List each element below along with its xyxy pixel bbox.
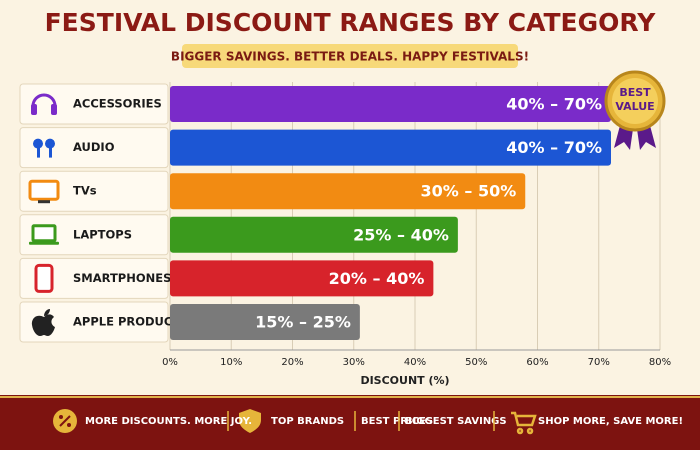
subtitle: BIGGER SAVINGS. BETTER DEALS. HAPPY FEST… xyxy=(171,50,529,64)
category-panel xyxy=(19,127,169,169)
footer-text: TOP BRANDS xyxy=(271,416,344,427)
category-icon xyxy=(31,93,57,115)
badge-inner xyxy=(612,78,658,124)
x-axis-label: DISCOUNT (%) xyxy=(360,374,449,387)
x-tick-label: 10% xyxy=(220,357,242,368)
icon-part xyxy=(28,179,60,201)
value-label: 25% – 40% xyxy=(353,225,449,244)
bar xyxy=(170,86,611,122)
bar xyxy=(170,304,360,340)
icon-part xyxy=(45,138,55,149)
x-tick-label: 50% xyxy=(465,357,487,368)
x-tick-label: 80% xyxy=(649,357,671,368)
icon-part xyxy=(31,224,57,243)
category-icon xyxy=(31,309,55,336)
y-tick-label: LAPTOPS xyxy=(73,227,132,241)
badge-text: VALUE xyxy=(615,100,654,113)
icon-part xyxy=(31,93,57,107)
footer-icon xyxy=(67,423,71,427)
category-icon xyxy=(33,138,55,158)
icon-part xyxy=(49,147,52,158)
badge-text: BEST xyxy=(619,86,651,99)
value-label: 30% – 50% xyxy=(421,182,517,201)
y-tick-label: ACCESSORIES xyxy=(73,97,162,111)
chart-title: FESTIVAL DISCOUNT RANGES BY CATEGORY xyxy=(45,8,657,37)
category-icon xyxy=(34,263,54,293)
icon-part xyxy=(51,104,57,115)
icon-part xyxy=(33,138,43,149)
subtitle-banner xyxy=(182,44,518,68)
icon-part xyxy=(29,241,59,245)
icon-part xyxy=(44,309,50,316)
y-tick-label: TVs xyxy=(73,184,97,198)
icon-part xyxy=(34,263,54,293)
footer-icon xyxy=(511,411,537,435)
footer-text: SHOP MORE, SAVE MORE! xyxy=(538,416,683,427)
value-label: 40% – 70% xyxy=(506,95,602,114)
bar xyxy=(170,129,611,166)
category-icon xyxy=(28,179,60,204)
footer-text: BEST PRICES xyxy=(361,416,433,427)
icon-part xyxy=(38,200,50,204)
bar xyxy=(170,173,526,210)
footer-icon xyxy=(239,409,261,433)
footer-icon xyxy=(59,415,71,427)
x-tick-label: 30% xyxy=(343,357,365,368)
category-icon xyxy=(29,224,59,245)
category-panel xyxy=(19,257,169,299)
y-tick-label: SMARTPHONES xyxy=(73,271,171,285)
footer-band xyxy=(0,395,700,450)
footer-icon xyxy=(59,415,63,419)
x-tick-label: 40% xyxy=(404,357,426,368)
bar xyxy=(170,260,434,297)
icon-part xyxy=(37,147,40,158)
icon-part xyxy=(31,314,55,336)
y-tick-label: APPLE PRODUCTS xyxy=(73,315,188,329)
value-label: 40% – 70% xyxy=(506,138,602,157)
bar xyxy=(170,216,458,253)
icon-part xyxy=(31,104,37,115)
value-label: 15% – 25% xyxy=(255,313,351,332)
category-panel xyxy=(19,301,169,343)
x-tick-label: 20% xyxy=(281,357,303,368)
x-tick-label: 0% xyxy=(162,357,178,368)
footer-text: MORE DISCOUNTS. MORE JOY. xyxy=(85,416,252,427)
category-panel xyxy=(19,83,169,125)
footer-text: BIGGEST SAVINGS xyxy=(405,416,507,427)
x-tick-label: 70% xyxy=(588,357,610,368)
y-tick-label: AUDIO xyxy=(73,140,115,154)
x-tick-label: 60% xyxy=(526,357,548,368)
value-label: 20% – 40% xyxy=(329,269,425,288)
